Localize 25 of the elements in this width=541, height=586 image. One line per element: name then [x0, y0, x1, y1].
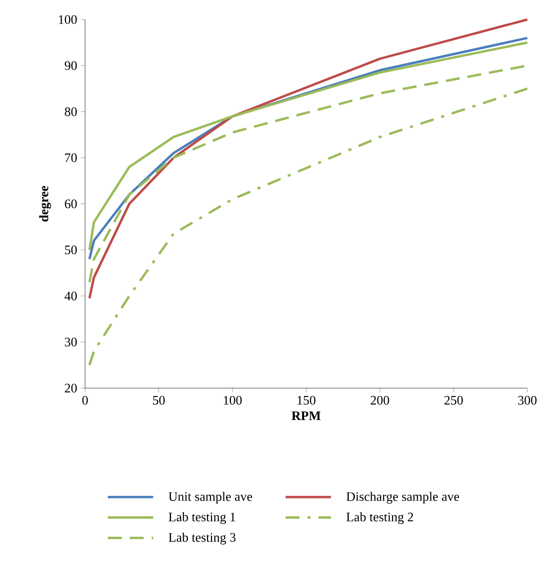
y-tick-label: 40 — [64, 292, 77, 300]
legend-label: Lab testing 3 — [168, 532, 236, 544]
y-tick-label: 90 — [64, 61, 77, 70]
legend-label: Lab testing 2 — [346, 512, 414, 524]
y-tick-label: 100 — [59, 15, 77, 24]
x-tick-label: 250 — [444, 396, 463, 405]
y-axis-title: degree — [39, 186, 52, 222]
line-series — [88, 87, 529, 366]
x-tick-label: 100 — [224, 396, 242, 405]
x-tick-label: 200 — [370, 396, 390, 405]
y-tick-label: 70 — [65, 153, 77, 162]
x-tick-label: 150 — [298, 396, 316, 405]
x-tick-label: 50 — [153, 396, 165, 405]
line-series — [88, 18, 529, 300]
y-tick-label: 50 — [65, 246, 77, 254]
x-tick-label: 300 — [518, 396, 537, 405]
legend-label: Lab testing 1 — [168, 512, 236, 524]
legend-label: Discharge sample ave — [346, 492, 460, 504]
x-axis-title: RPM — [292, 411, 321, 420]
y-tick-label: 80 — [64, 107, 77, 116]
x-tick-label: 0 — [82, 396, 88, 405]
y-tick-label: 60 — [64, 199, 77, 208]
y-tick-label: 30 — [64, 338, 77, 346]
y-tick-label: 20 — [64, 384, 77, 392]
legend-label: Unit sample ave — [168, 492, 252, 504]
